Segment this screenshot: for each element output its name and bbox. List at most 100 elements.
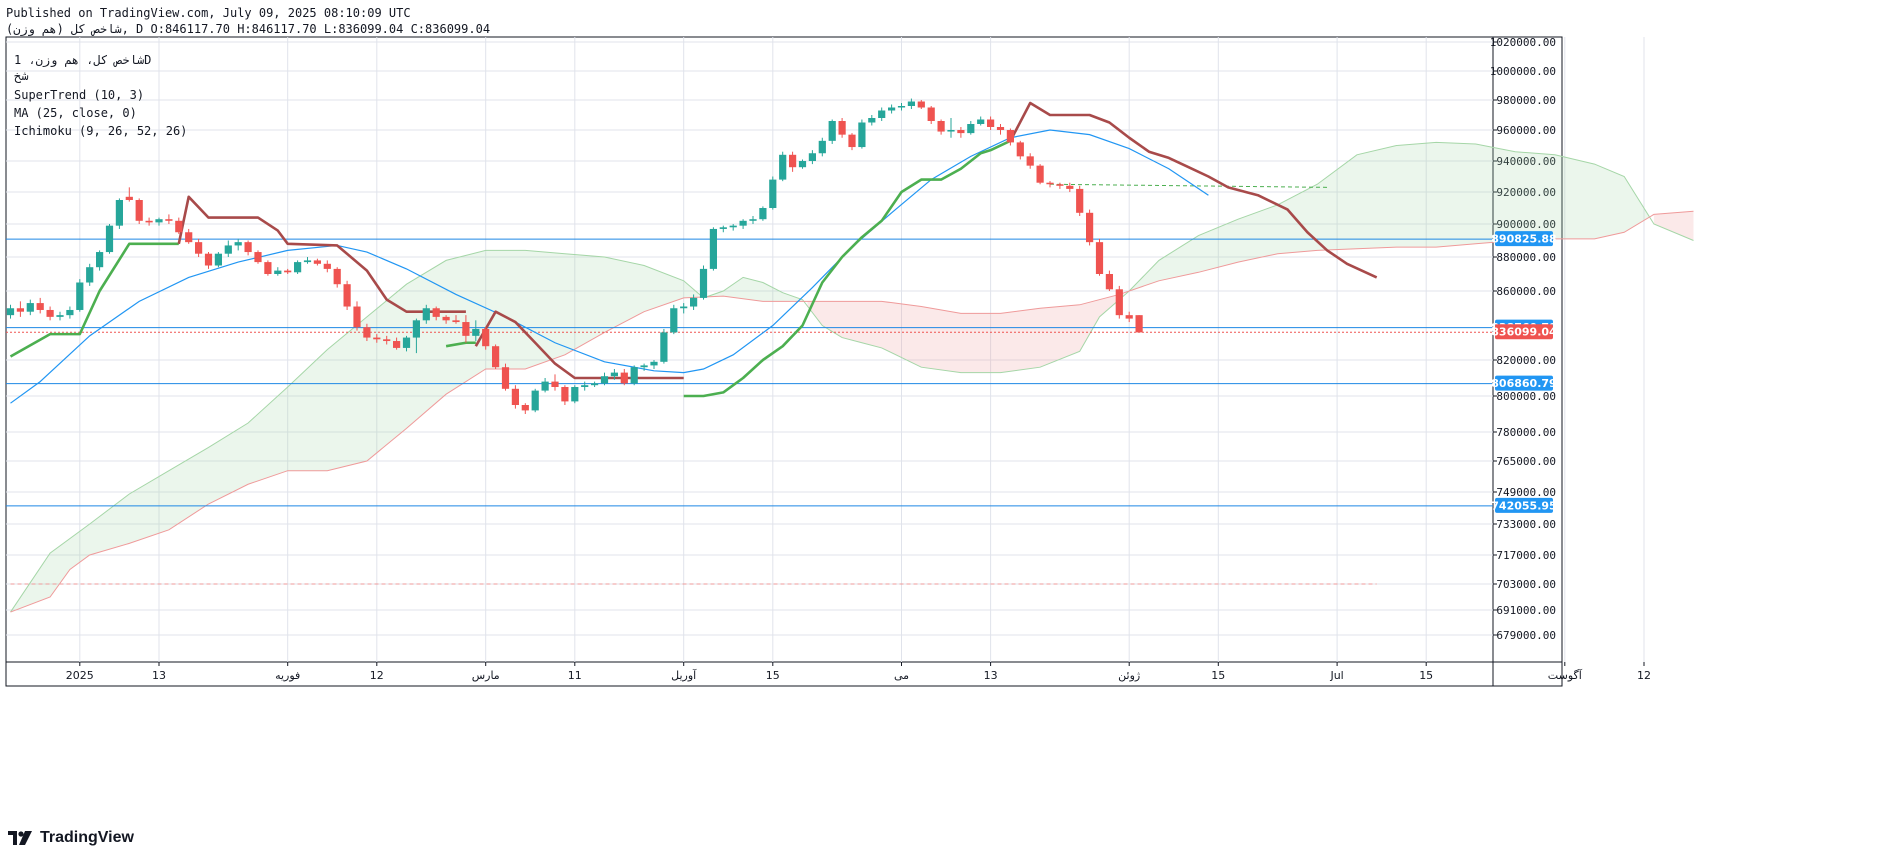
candle[interactable] (551, 381, 559, 387)
candle[interactable] (947, 130, 955, 132)
candle[interactable] (1105, 274, 1113, 290)
candle[interactable] (1006, 130, 1014, 143)
candle[interactable] (927, 107, 935, 122)
candle[interactable] (442, 316, 450, 321)
candle[interactable] (86, 267, 94, 283)
candle[interactable] (996, 127, 1005, 130)
candle[interactable] (76, 282, 84, 310)
candle[interactable] (244, 242, 252, 253)
candle[interactable] (640, 365, 648, 368)
candle[interactable] (224, 245, 232, 254)
candle[interactable] (56, 315, 64, 317)
candle[interactable] (680, 306, 688, 309)
candle[interactable] (373, 337, 381, 340)
tradingview-logo[interactable]: TradingView (8, 829, 134, 847)
candle[interactable] (363, 327, 371, 338)
candle[interactable] (600, 376, 609, 384)
candle[interactable] (610, 372, 618, 377)
candle[interactable] (323, 263, 331, 269)
candle[interactable] (690, 297, 698, 307)
candle[interactable] (452, 320, 460, 323)
candle[interactable] (234, 242, 242, 246)
candle[interactable] (729, 225, 737, 228)
candle[interactable] (313, 260, 321, 264)
candle[interactable] (1115, 289, 1123, 316)
candle[interactable] (343, 284, 351, 307)
candle[interactable] (670, 308, 678, 333)
candle[interactable] (987, 119, 995, 128)
candle[interactable] (1016, 142, 1024, 157)
supertrend-up[interactable] (9, 242, 179, 358)
candle[interactable] (1056, 184, 1064, 186)
price-tag[interactable] (1495, 324, 1553, 340)
candle[interactable] (759, 208, 767, 220)
candle[interactable] (1026, 156, 1034, 166)
candle[interactable] (818, 140, 826, 154)
candle[interactable] (472, 328, 480, 336)
candle[interactable] (917, 101, 925, 108)
candle[interactable] (393, 341, 401, 348)
candle[interactable] (274, 270, 282, 274)
candle[interactable] (591, 383, 599, 386)
candle[interactable] (828, 121, 836, 141)
candle[interactable] (739, 220, 747, 226)
candle[interactable] (16, 308, 24, 312)
candle[interactable] (214, 253, 222, 266)
candle[interactable] (105, 225, 114, 253)
candle[interactable] (620, 372, 628, 384)
candle[interactable] (719, 227, 727, 229)
candle[interactable] (868, 118, 876, 123)
candle[interactable] (432, 308, 440, 317)
candle[interactable] (284, 270, 292, 273)
candle[interactable] (878, 110, 886, 119)
candle[interactable] (660, 332, 668, 362)
candle[interactable] (521, 405, 529, 411)
candle[interactable] (501, 367, 510, 389)
price-tag[interactable] (1495, 375, 1553, 391)
candle[interactable] (66, 309, 74, 316)
candle[interactable] (353, 306, 361, 328)
candle[interactable] (185, 232, 193, 243)
candle[interactable] (402, 337, 411, 348)
candle[interactable] (531, 390, 539, 411)
candle[interactable] (462, 322, 470, 336)
candle[interactable] (749, 219, 757, 221)
candle[interactable] (1125, 315, 1133, 319)
candle[interactable] (581, 385, 589, 387)
candle[interactable] (1095, 242, 1104, 274)
candle[interactable] (96, 252, 104, 268)
candle[interactable] (779, 154, 787, 180)
candle[interactable] (492, 346, 500, 368)
candle[interactable] (511, 388, 519, 405)
candle[interactable] (709, 228, 717, 269)
candle[interactable] (907, 101, 915, 107)
candle[interactable] (412, 320, 420, 338)
candle[interactable] (254, 252, 262, 263)
candle[interactable] (897, 106, 906, 108)
candle[interactable] (36, 303, 44, 310)
candle[interactable] (204, 253, 213, 266)
candle[interactable] (46, 309, 54, 317)
candle[interactable] (422, 308, 430, 321)
candle[interactable] (630, 367, 638, 384)
candle[interactable] (165, 219, 173, 221)
candle[interactable] (541, 381, 549, 391)
candle[interactable] (264, 262, 272, 274)
candle[interactable] (808, 153, 816, 161)
candle[interactable] (957, 130, 965, 134)
legend-ma[interactable]: MA (25, close, 0) (14, 106, 137, 120)
candle[interactable] (789, 154, 797, 168)
ma-line[interactable] (10, 129, 1209, 404)
legend-supertrend[interactable]: SuperTrend (10, 3) (14, 88, 145, 102)
candle[interactable] (155, 219, 163, 223)
candle[interactable] (937, 121, 945, 132)
candle[interactable] (383, 339, 391, 342)
candle[interactable] (1046, 182, 1054, 185)
candle[interactable] (145, 220, 153, 223)
supertrend-down[interactable] (1009, 101, 1378, 279)
price-tag[interactable] (1495, 497, 1553, 513)
candle[interactable] (135, 200, 143, 221)
candle[interactable] (125, 196, 133, 200)
